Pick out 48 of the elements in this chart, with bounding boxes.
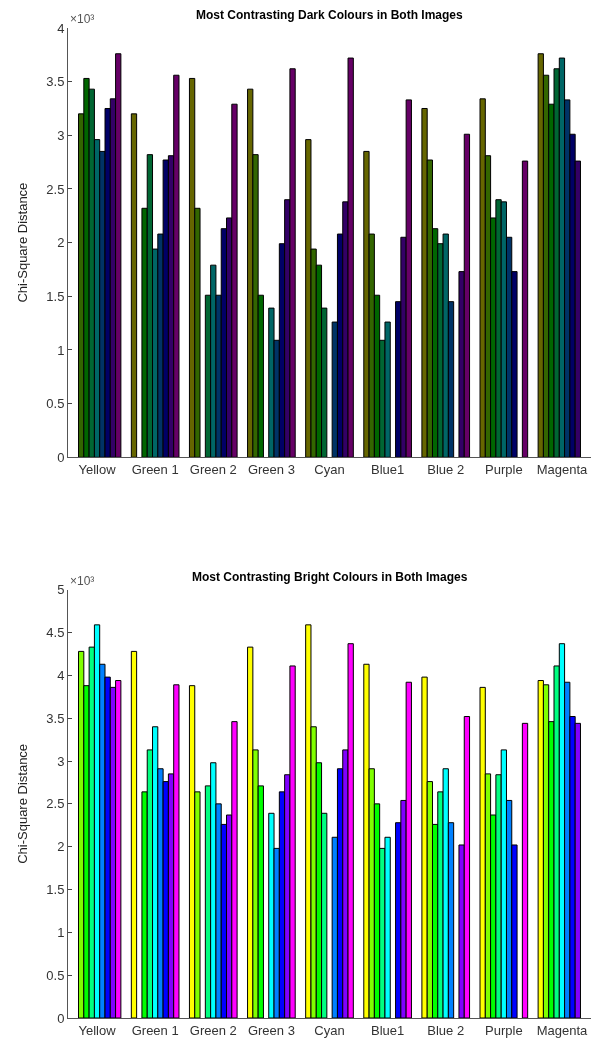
chart-title: Most Contrasting Bright Colours in Both Images [192, 570, 468, 584]
y-tick-label: 2.5 [46, 181, 65, 197]
x-tick-label: Yellow [78, 1022, 117, 1038]
text: ×10³ [70, 574, 95, 588]
x-tick-label: Green 3 [247, 461, 295, 477]
x-tick-label: Green 3 [247, 1022, 295, 1038]
bar [130, 650, 138, 1018]
y-tick-label: 0.5 [46, 967, 65, 983]
y-tick-label: 0.5 [46, 396, 65, 412]
y-tick-label: 2.5 [46, 796, 65, 812]
chart-title: Most Contrasting Dark Colours in Both Images [196, 8, 464, 22]
x-tick-label: Green 1 [131, 1022, 179, 1038]
y-tick-label: 4 [57, 20, 65, 36]
y-tick-label: 0 [57, 449, 65, 465]
y-axis-title: Chi-Square Distance [15, 743, 31, 864]
x-tick-label: Green 2 [189, 461, 237, 477]
x-tick-label: Blue1 [370, 1022, 405, 1038]
y-tick-label: 1 [57, 342, 65, 358]
y-tick-label: 1.5 [46, 882, 65, 898]
x-tick-label: Purple [485, 461, 523, 477]
y-tick-label: 2 [57, 235, 65, 251]
x-tick-label: Green 2 [189, 1022, 237, 1038]
x-tick-label: Cyan [314, 461, 345, 477]
y-tick-label: 3 [57, 753, 65, 769]
bar [521, 160, 529, 458]
x-tick-label: Magenta [536, 1022, 588, 1038]
y-tick-label: 3.5 [46, 74, 65, 90]
y-axis-title: Chi-Square Distance [15, 182, 31, 303]
y-tick-label: 3.5 [46, 710, 65, 726]
x-tick-label: Green 1 [131, 461, 179, 477]
y-tick-label: 5 [57, 582, 65, 598]
y-tick-label: 3 [57, 127, 65, 143]
text: ×10³ [70, 12, 95, 26]
y-tick-label: 1.5 [46, 288, 65, 304]
bar [521, 722, 529, 1018]
y-tick-label: 2 [57, 839, 65, 855]
y-tick-label: 1 [57, 924, 65, 940]
x-tick-label: Blue 2 [427, 1022, 465, 1038]
x-tick-label: Blue1 [370, 461, 405, 477]
x-tick-label: Purple [485, 1022, 523, 1038]
bar [130, 113, 138, 458]
x-tick-label: Magenta [536, 461, 588, 477]
x-tick-label: Blue 2 [427, 461, 465, 477]
y-tick-label: 4 [57, 667, 65, 683]
x-tick-label: Cyan [314, 1022, 345, 1038]
y-tick-label: 0 [57, 1010, 65, 1026]
y-tick-label: 4.5 [46, 625, 65, 641]
x-tick-label: Yellow [78, 461, 117, 477]
